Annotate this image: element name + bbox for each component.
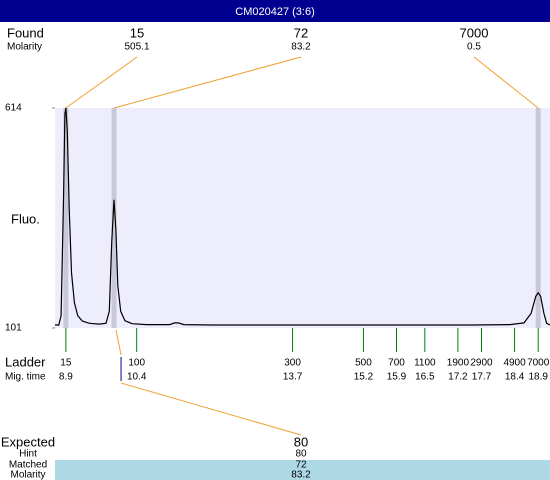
peak-leader	[113, 56, 302, 109]
matched-label: Matched	[9, 460, 47, 471]
peak-band	[535, 108, 541, 328]
ladder-size: 1100	[414, 358, 436, 369]
ladder-time: 17.2	[448, 372, 468, 383]
found-molarity: 0.5	[467, 42, 481, 53]
hint-label: Hint	[19, 449, 37, 460]
ladder-size: 700	[388, 358, 405, 369]
found-molarity: 505.1	[124, 42, 149, 53]
found-size: 72	[294, 25, 308, 40]
hint-value: 80	[295, 449, 307, 460]
ladder-time: 18.9	[528, 372, 548, 383]
expected-size: 80	[294, 434, 308, 449]
matched-band	[55, 460, 550, 480]
peak-band	[63, 108, 69, 328]
ladder-time: 17.7	[472, 372, 492, 383]
ladder-time: 13.7	[283, 372, 303, 383]
found-size: 15	[130, 25, 144, 40]
ladder-size: 500	[355, 358, 372, 369]
title-bar	[0, 0, 550, 22]
ladder-size: 2900	[470, 358, 493, 369]
y-tick-label: 101	[5, 323, 22, 334]
peak-leader	[473, 56, 539, 109]
ladder-time: 15.2	[354, 372, 374, 383]
ladder-size: 100	[128, 358, 145, 369]
ladder-size: 15	[60, 358, 72, 369]
molarity-value: 83.2	[291, 470, 311, 480]
found-label: Found	[7, 25, 44, 40]
plot-area	[55, 108, 550, 328]
mig-time-label: Mig. time	[5, 372, 46, 383]
molarity-label: Molarity	[7, 42, 42, 53]
peak-band	[111, 108, 117, 328]
expected-label: Expected	[1, 434, 55, 449]
y-tick-label: 614	[5, 103, 22, 114]
ladder-size: 300	[284, 358, 301, 369]
ladder-time: 18.4	[505, 372, 525, 383]
found-size: 7000	[460, 25, 489, 40]
matched-value: 72	[295, 460, 307, 471]
chart-title: CM020427 (3:6)	[235, 6, 315, 18]
ladder-size: 1900	[447, 358, 470, 369]
found-molarity: 83.2	[291, 42, 311, 53]
ladder-size: 7000	[527, 358, 550, 369]
ladder-size: 4900	[503, 358, 526, 369]
y-axis-label: Fluo.	[11, 211, 40, 226]
expected-leader	[115, 329, 122, 356]
ladder-time: 16.5	[415, 372, 435, 383]
molarity-label: Molarity	[10, 470, 45, 480]
ladder-time: 8.9	[59, 372, 73, 383]
peak-leader	[65, 56, 138, 109]
expected-leader	[120, 382, 302, 436]
trace	[55, 107, 550, 326]
ladder-time: 15.9	[387, 372, 407, 383]
ladder-time: 10.4	[127, 372, 147, 383]
ladder-label: Ladder	[5, 354, 46, 369]
